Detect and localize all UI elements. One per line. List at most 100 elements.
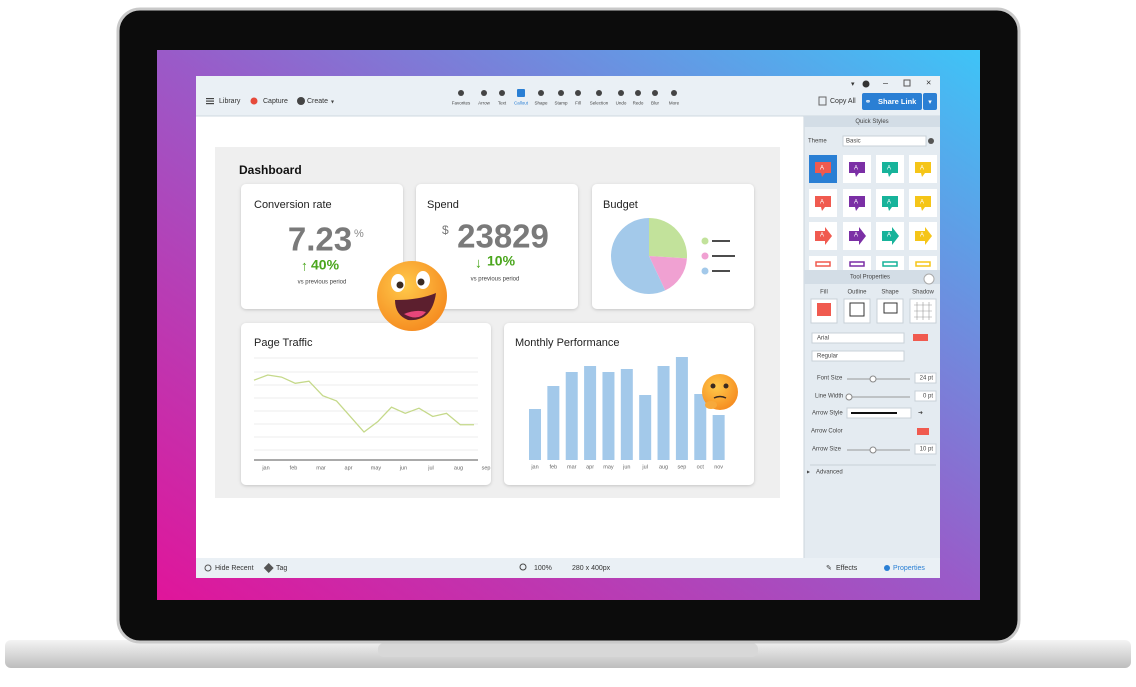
tool-label[interactable]: Redo [633,101,644,106]
font-style: Regular [817,354,838,360]
tab-label[interactable]: Shadow [912,290,934,296]
tab-label[interactable]: Outline [847,290,867,296]
metric-change: 40% [311,257,340,273]
bar [584,366,597,460]
toolbar-button[interactable]: Create [307,98,328,105]
tool-label[interactable]: More [669,101,680,106]
swatch-shape[interactable] [849,261,865,267]
x-tick-label: sep [677,464,686,470]
down-arrow: ↓ [475,255,482,271]
canvas-size[interactable]: 280 x 400px [572,565,611,572]
share-link-menu[interactable] [923,93,937,110]
maximize[interactable] [903,79,911,87]
dropdown-arrow: ▾ [331,100,334,106]
swatch-shape[interactable] [849,162,865,177]
tool-label[interactable]: Stamp [554,101,568,106]
panel-header [804,116,940,127]
swatch-shape[interactable] [849,196,865,211]
swatch-shape[interactable] [815,196,831,211]
minimize[interactable]: – [883,77,888,87]
swatch-shape[interactable] [815,162,831,177]
hide-recent[interactable]: Hide Recent [215,565,254,572]
arrow-size-label: Arrow Size [812,447,842,453]
slider-thumb[interactable] [869,375,877,383]
x-tick-label: jul [427,465,434,471]
theme-dropdown[interactable] [842,135,927,147]
swatch-shape[interactable] [915,261,931,267]
expand-arrow: ▸ [807,470,810,476]
tool-label[interactable]: Blur [651,101,660,106]
tool-icon [596,90,602,96]
swatch-shape[interactable] [849,227,866,245]
line-width-label: Line Width [815,394,843,400]
swatch-shape[interactable] [882,261,898,267]
font-color[interactable] [913,334,928,341]
swatch-shape[interactable] [882,162,898,177]
swatch-text: A [854,200,858,206]
theme-value: Basic [846,139,861,145]
pie-slice [649,256,687,291]
bar [529,409,541,460]
swatch-text: A [820,166,824,172]
swatch-text: A [887,233,891,239]
tool-label[interactable]: Selection [590,101,609,106]
quick-styles: A A A A A A A A A A A A [809,155,937,284]
grin-emoji [377,261,447,331]
share-link[interactable]: Share Link [878,97,917,106]
info-icon[interactable] [862,80,870,88]
arrow-head[interactable]: ➜ [918,411,923,417]
swatch-text: A [854,166,858,172]
tab-label[interactable]: Fill [820,290,828,296]
toolbar-button[interactable]: Library [219,98,241,105]
arrow-color-label: Arrow Color [811,429,843,435]
arrow-color[interactable] [917,428,929,435]
panel-header [804,270,940,284]
close[interactable]: × [926,77,931,87]
metric-value: 23829 [457,218,549,255]
properties[interactable]: Properties [893,565,925,572]
slider-thumb[interactable] [845,393,853,401]
x-tick-label: jun [399,465,407,471]
swatch-text: A [920,166,924,172]
advanced[interactable]: Advanced [816,470,843,476]
properties-icon [884,565,890,571]
bar [675,357,688,460]
effects[interactable]: Effects [836,565,858,572]
swatch-shape[interactable] [915,162,931,177]
tool-label[interactable]: Text [498,101,507,106]
tool-label[interactable]: Undo [616,101,627,106]
tool-label[interactable]: Arrow [478,101,491,106]
tab-label[interactable]: Shape [881,290,899,296]
value-box[interactable] [914,390,937,402]
help[interactable] [923,273,935,285]
swatch-text: A [820,200,824,206]
card-title: Conversion rate [254,199,332,211]
tool-label[interactable]: Fill [575,101,581,106]
swatch-shape[interactable] [915,196,931,211]
toolbar-button[interactable]: Capture [263,98,288,105]
style-dropdown[interactable] [811,350,905,362]
share-link-button[interactable] [862,93,922,110]
font-dropdown[interactable] [811,332,905,344]
swatch-shape[interactable] [882,227,899,245]
menu-arrow[interactable]: ▾ [851,81,855,88]
swatch-shape[interactable] [915,227,932,245]
swatch-shape[interactable] [882,196,898,211]
swatch-shape[interactable] [815,227,832,245]
copy-all[interactable]: Copy All [830,98,856,105]
value-box[interactable] [914,443,937,455]
tool-label[interactable]: Shape [534,101,548,106]
x-tick-label: jan [530,464,538,470]
tool-label[interactable]: Callout [514,101,529,106]
add-theme[interactable] [928,138,934,144]
tool-label[interactable]: Favorites [452,101,471,106]
bar [694,394,707,460]
tag[interactable]: Tag [276,565,287,572]
swatch-shape[interactable] [815,261,831,267]
zoom[interactable]: 100% [534,565,552,572]
card-title: Spend [427,199,459,211]
slider-thumb[interactable] [869,446,877,454]
tool-icon [652,90,658,96]
value-box[interactable] [914,372,937,384]
arrow-size: 10 pt [920,447,934,453]
